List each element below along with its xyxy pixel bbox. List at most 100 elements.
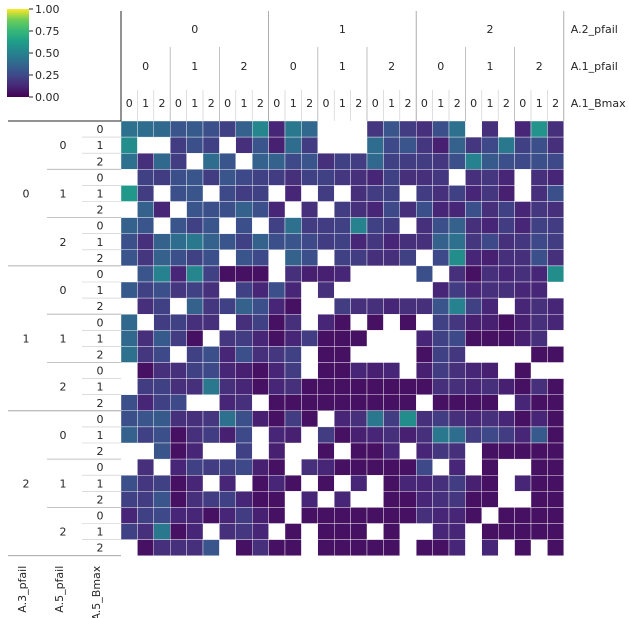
row-level3-label: 1: [97, 526, 104, 539]
heatmap-cell: [268, 475, 286, 492]
heatmap-cell: [547, 185, 565, 202]
heatmap-cell: [383, 507, 400, 524]
heatmap-cell: [366, 120, 384, 138]
row-level3-label: 1: [97, 381, 104, 394]
heatmap-cell: [186, 185, 204, 202]
heatmap-cell: [202, 539, 220, 556]
row-headers: 0 0 0 1 2 1 0 1 2 2 0 1 2 1 0 0 1 2 1 0 1 2 2 0 1 2 2 0 0 1 2 1 0 1 2 2 0 1 2: [8, 120, 121, 557]
heatmap-cell: [366, 201, 384, 218]
heatmap-cell: [448, 362, 466, 379]
heatmap-cell: [301, 410, 318, 428]
heatmap-cell: [432, 120, 450, 138]
heatmap-cell: [416, 362, 433, 379]
heatmap-cell: [530, 507, 548, 524]
heatmap-cell: [317, 169, 335, 186]
heatmap-cell: [284, 185, 302, 202]
row-level3-label: 0: [97, 509, 104, 522]
heatmap-cell: [186, 507, 204, 524]
heatmap-cell: [186, 314, 204, 331]
heatmap-cell: [530, 152, 548, 170]
heatmap-cell: [498, 249, 515, 267]
heatmap-cell: [268, 378, 286, 395]
heatmap-cell: [120, 120, 138, 138]
heatmap-cell: [268, 442, 286, 460]
heatmap-cell: [547, 136, 565, 154]
row-level3-label: 0: [97, 413, 104, 426]
heatmap-cell: [383, 201, 400, 218]
heatmap-cell: [416, 152, 433, 170]
heatmap-cell: [383, 410, 400, 428]
heatmap-cell: [334, 378, 351, 395]
heatmap-cell: [317, 330, 335, 347]
column-level2-label: 1: [191, 60, 198, 73]
heatmap-cell: [153, 362, 171, 379]
heatmap-cell: [416, 185, 433, 202]
heatmap-cell: [481, 394, 499, 412]
heatmap-cell: [547, 346, 565, 363]
heatmap-cell: [530, 523, 548, 540]
heatmap-cell: [481, 475, 499, 492]
heatmap-cell: [514, 136, 532, 154]
heatmap-cell: [153, 120, 171, 138]
heatmap-cell: [284, 314, 302, 331]
heatmap-cell: [334, 394, 351, 412]
heatmap-cell: [169, 378, 187, 395]
colorbar-tick-label: 0.75: [35, 25, 60, 38]
heatmap-cell: [317, 281, 335, 299]
row-level2-label: 1: [60, 187, 67, 200]
heatmap-cell: [334, 297, 351, 315]
heatmap-cell: [186, 458, 204, 476]
heatmap-cell: [465, 201, 482, 218]
heatmap-cell: [350, 410, 368, 428]
heatmap-cell: [268, 217, 286, 234]
heatmap-cell: [219, 169, 236, 186]
heatmap-cell: [268, 201, 286, 218]
heatmap-cell: [219, 152, 236, 170]
heatmap-cell: [284, 152, 302, 170]
heatmap-cell: [202, 507, 220, 524]
heatmap-cell: [350, 378, 368, 395]
heatmap-cell: [284, 362, 302, 379]
heatmap-cell: [317, 394, 335, 412]
heatmap-cell: [284, 426, 302, 444]
heatmap-cell: [301, 491, 318, 508]
heatmap-cell: [383, 491, 400, 508]
heatmap-cell: [120, 410, 138, 428]
heatmap-cell: [202, 491, 220, 508]
heatmap-cell: [530, 410, 548, 428]
heatmap-cell: [383, 136, 400, 154]
heatmap-cell: [432, 491, 450, 508]
row-level1-label: 2: [23, 477, 30, 490]
heatmap-cell: [137, 410, 154, 428]
heatmap-cell: [465, 426, 482, 444]
heatmap-cell: [448, 330, 466, 347]
heatmap-cell: [153, 169, 171, 186]
heatmap-cell: [137, 265, 154, 283]
heatmap-cell: [366, 152, 384, 170]
heatmap-cell: [120, 507, 138, 524]
heatmap-cell: [120, 152, 138, 170]
heatmap-cell: [514, 249, 532, 267]
heatmap-cell: [547, 507, 565, 524]
heatmap-cell: [530, 314, 548, 331]
heatmap-cell: [547, 233, 565, 250]
heatmap-cell: [547, 152, 565, 170]
heatmap-cell: [481, 201, 499, 218]
heatmap-cell: [235, 169, 253, 186]
heatmap-cell: [202, 152, 220, 170]
heatmap-cell: [169, 152, 187, 170]
column-level3-label: 1: [191, 97, 198, 110]
heatmap-cell: [219, 410, 236, 428]
heatmap-cell: [350, 426, 368, 444]
heatmap-cell: [235, 394, 253, 412]
heatmap-cell: [399, 378, 417, 395]
heatmap-cell: [120, 314, 138, 331]
heatmap-cell: [334, 346, 351, 363]
row-level3-label: 0: [97, 220, 104, 233]
column-level3-label: 1: [290, 97, 297, 110]
heatmap-cell: [120, 491, 138, 508]
heatmap-cell: [465, 475, 482, 492]
heatmap-cell: [120, 233, 138, 250]
column-level3-label: 1: [536, 97, 543, 110]
heatmap-cell: [530, 297, 548, 315]
